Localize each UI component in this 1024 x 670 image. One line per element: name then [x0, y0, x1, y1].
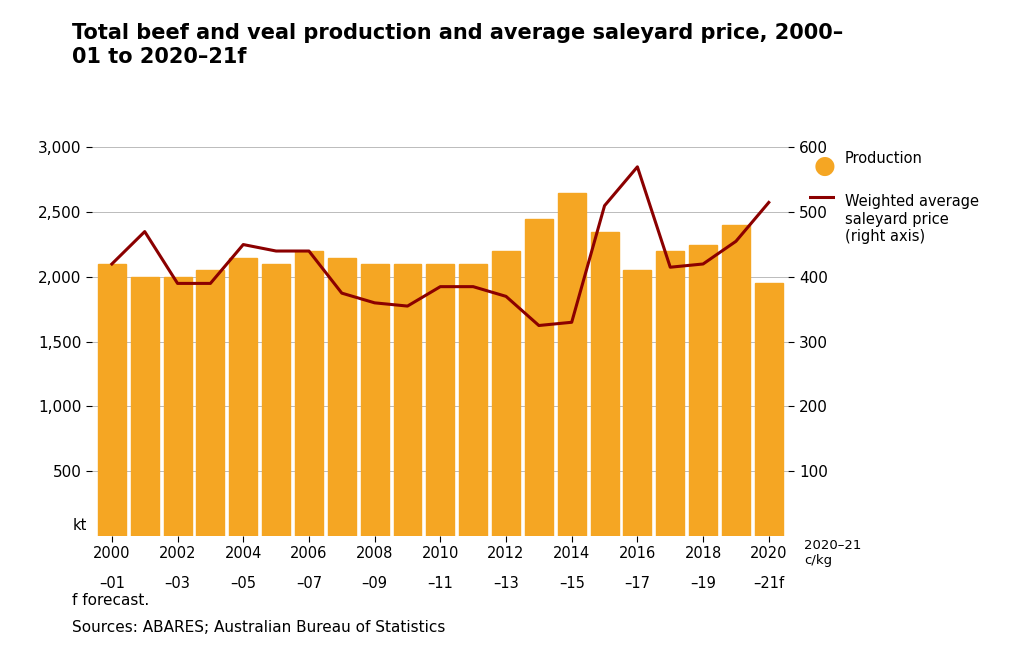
Bar — [131, 277, 159, 536]
Text: Weighted average
saleyard price
(right axis): Weighted average saleyard price (right a… — [845, 194, 979, 244]
Text: 2020: 2020 — [750, 546, 787, 561]
Bar — [493, 251, 520, 536]
Bar — [656, 251, 684, 536]
Text: 2010: 2010 — [422, 546, 459, 561]
Bar — [558, 193, 586, 536]
Text: f forecast.: f forecast. — [72, 593, 148, 608]
Bar — [624, 271, 651, 536]
Text: 2012: 2012 — [487, 546, 524, 561]
Bar — [197, 271, 224, 536]
Bar — [295, 251, 323, 536]
Text: 2006: 2006 — [290, 546, 328, 561]
Text: 2014: 2014 — [553, 546, 590, 561]
Text: –13: –13 — [494, 576, 519, 591]
Bar — [328, 257, 355, 536]
Bar — [689, 245, 717, 536]
Text: –21f: –21f — [754, 576, 784, 591]
Bar — [360, 264, 388, 536]
Text: Total beef and veal production and average saleyard price, 2000–
01 to 2020–21f: Total beef and veal production and avera… — [72, 23, 843, 66]
Text: 2002: 2002 — [159, 546, 197, 561]
Text: 2020–21
c/kg: 2020–21 c/kg — [804, 539, 861, 567]
Text: –17: –17 — [625, 576, 650, 591]
Bar — [393, 264, 422, 536]
Text: kt: kt — [73, 518, 87, 533]
Text: 2008: 2008 — [356, 546, 393, 561]
Text: Sources: ABARES; Australian Bureau of Statistics: Sources: ABARES; Australian Bureau of St… — [72, 620, 445, 634]
Text: 2004: 2004 — [224, 546, 262, 561]
Text: –11: –11 — [427, 576, 454, 591]
Text: –01: –01 — [99, 576, 125, 591]
Text: –03: –03 — [165, 576, 190, 591]
Bar — [262, 264, 290, 536]
Bar — [426, 264, 455, 536]
Bar — [229, 257, 257, 536]
Text: 2018: 2018 — [684, 546, 722, 561]
Text: –19: –19 — [690, 576, 716, 591]
Bar — [722, 225, 750, 536]
Text: 2016: 2016 — [618, 546, 656, 561]
Bar — [98, 264, 126, 536]
Bar — [164, 277, 191, 536]
Text: Production: Production — [845, 151, 923, 165]
Bar — [755, 283, 782, 536]
Bar — [525, 218, 553, 536]
Text: ●: ● — [813, 154, 836, 178]
Text: –05: –05 — [230, 576, 256, 591]
Bar — [591, 232, 618, 536]
Text: –07: –07 — [296, 576, 322, 591]
Text: –09: –09 — [361, 576, 388, 591]
Bar — [459, 264, 487, 536]
Text: 2000: 2000 — [93, 546, 131, 561]
Text: –15: –15 — [559, 576, 585, 591]
